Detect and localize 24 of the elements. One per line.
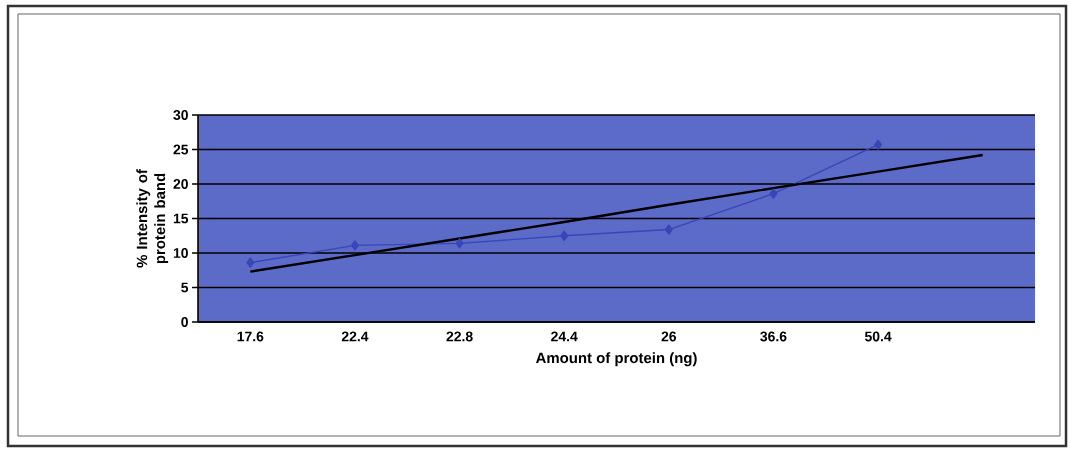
y-tick-label: 30 xyxy=(173,110,188,120)
y-tick-label: 15 xyxy=(173,213,189,224)
x-tick-label: 36.6 xyxy=(760,331,787,342)
y-tick-label: 5 xyxy=(181,282,189,293)
y-axis-title: % Intensity of protein band xyxy=(136,169,169,268)
point xyxy=(246,257,255,268)
x-tick-label: 22.8 xyxy=(446,331,473,342)
point xyxy=(350,240,359,251)
line-series xyxy=(249,153,984,273)
y-tick-label: 10 xyxy=(173,248,188,258)
x-tick-label: 50.4 xyxy=(864,331,892,342)
y-tick-label: 0 xyxy=(181,317,188,327)
point xyxy=(769,188,778,199)
y-tick-label: 25 xyxy=(173,144,189,155)
point xyxy=(560,230,569,241)
point xyxy=(455,238,464,249)
x-tick-label: 22.4 xyxy=(341,331,369,342)
y-tick-label: 20 xyxy=(173,179,188,189)
x-tick-label: 26 xyxy=(661,331,677,342)
x-tick-label: 17.6 xyxy=(237,331,264,342)
x-tick-label: 24.4 xyxy=(551,331,578,342)
point xyxy=(874,139,883,150)
x-axis-title: Amount of protein (ng) xyxy=(535,352,697,367)
point xyxy=(664,224,673,235)
